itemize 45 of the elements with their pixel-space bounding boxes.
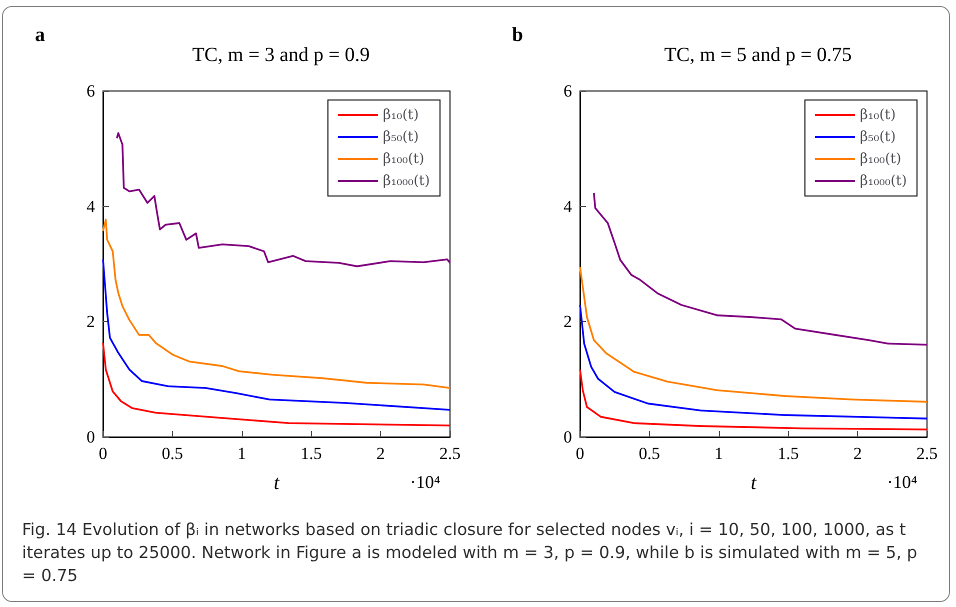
chart-title: TC, m = 3 and p = 0.9 [192,44,370,66]
x-axis-title: t [750,472,757,494]
y-tick-label: 2 [86,312,95,332]
x-tick-label: 2.5 [439,444,461,463]
x-tick-label: 2 [853,444,862,463]
x-tick-label: 1 [238,444,246,463]
text: a [35,24,45,47]
x-tick-label: 1 [714,444,724,463]
line-series [116,132,451,268]
legend-label: β₅₀(t) [382,129,419,145]
x-tick-label: 1.5 [778,444,799,463]
legend-label: β₁₀(t) [382,107,419,123]
line-series [592,192,928,346]
x-tick-label: 0.5 [638,444,660,463]
x-tick-label: 0 [98,444,108,463]
line-series [102,342,451,426]
legend-label: β₅₀(t) [860,129,896,145]
line-series [102,258,451,411]
x-axis-title: t [274,472,280,494]
line-series [579,266,928,403]
caption: Fig. 14 Evolution of βᵢ in networks based on triadic closure for selected nodes vᵢ, i = 10, 50, 100, 1000, as t iterates up to 25000. Network in Figure a is modeled with m = 3, p = 0.9, while b is simulated with m = 5, p = 0.75 [22,519,918,587]
line-series [579,368,928,430]
line-series [579,304,928,420]
text: b [512,24,524,47]
y-tick-label: 6 [86,82,95,100]
y-tick-label: 4 [564,196,572,216]
legend-label: β₁₀(t) [860,107,896,123]
legend-label: β₁₀₀(t) [382,151,424,167]
text: ·10⁴ [887,472,918,493]
x-tick-label: 1.5 [300,444,322,463]
legend-label: β₁₀₀₀(t) [860,173,907,189]
legend-label: β₁₀₀(t) [860,151,902,167]
chart-title: TC, m = 5 and p = 0.75 [664,44,852,66]
x-tick-label: 0.5 [162,444,184,463]
y-tick-label: 2 [564,312,572,332]
x-tick-label: 2.5 [916,444,938,463]
x-tick-label: 0 [576,444,584,463]
y-tick-label: 4 [86,196,96,216]
y-tick-label: 0 [564,428,572,446]
text: ·10⁴ [410,472,440,493]
x-tick-label: 2 [376,444,385,463]
legend-label: β₁₀₀₀(t) [382,173,430,189]
y-tick-label: 6 [564,82,572,100]
line-series [102,218,451,389]
y-tick-label: 0 [86,428,95,446]
